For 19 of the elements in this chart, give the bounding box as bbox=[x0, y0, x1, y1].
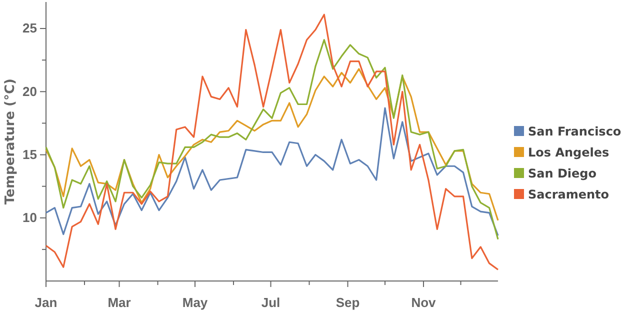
x-tick-label: May bbox=[182, 294, 208, 310]
y-tick-label: 10 bbox=[22, 210, 37, 226]
y-tick-label: 25 bbox=[22, 20, 37, 36]
legend-label: San Diego bbox=[528, 166, 597, 180]
line-series bbox=[45, 14, 499, 270]
x-tick-label: Mar bbox=[108, 294, 131, 310]
y-axis-title: Temperature (°C) bbox=[3, 78, 18, 204]
line-series bbox=[45, 39, 499, 240]
x-tick-label: Jan bbox=[34, 294, 58, 310]
x-tick-label: Sep bbox=[336, 294, 360, 310]
y-tick-label: 15 bbox=[22, 146, 37, 162]
line-series bbox=[45, 68, 499, 222]
y-tick-label: 20 bbox=[22, 84, 37, 99]
legend-label: San Francisco bbox=[528, 124, 622, 138]
legend-label: Sacramento bbox=[528, 188, 610, 202]
x-tick-label: Jul bbox=[261, 294, 280, 310]
legend-label: Los Angeles bbox=[528, 146, 610, 160]
line-series bbox=[45, 107, 499, 236]
x-tick-label: Nov bbox=[411, 294, 437, 310]
